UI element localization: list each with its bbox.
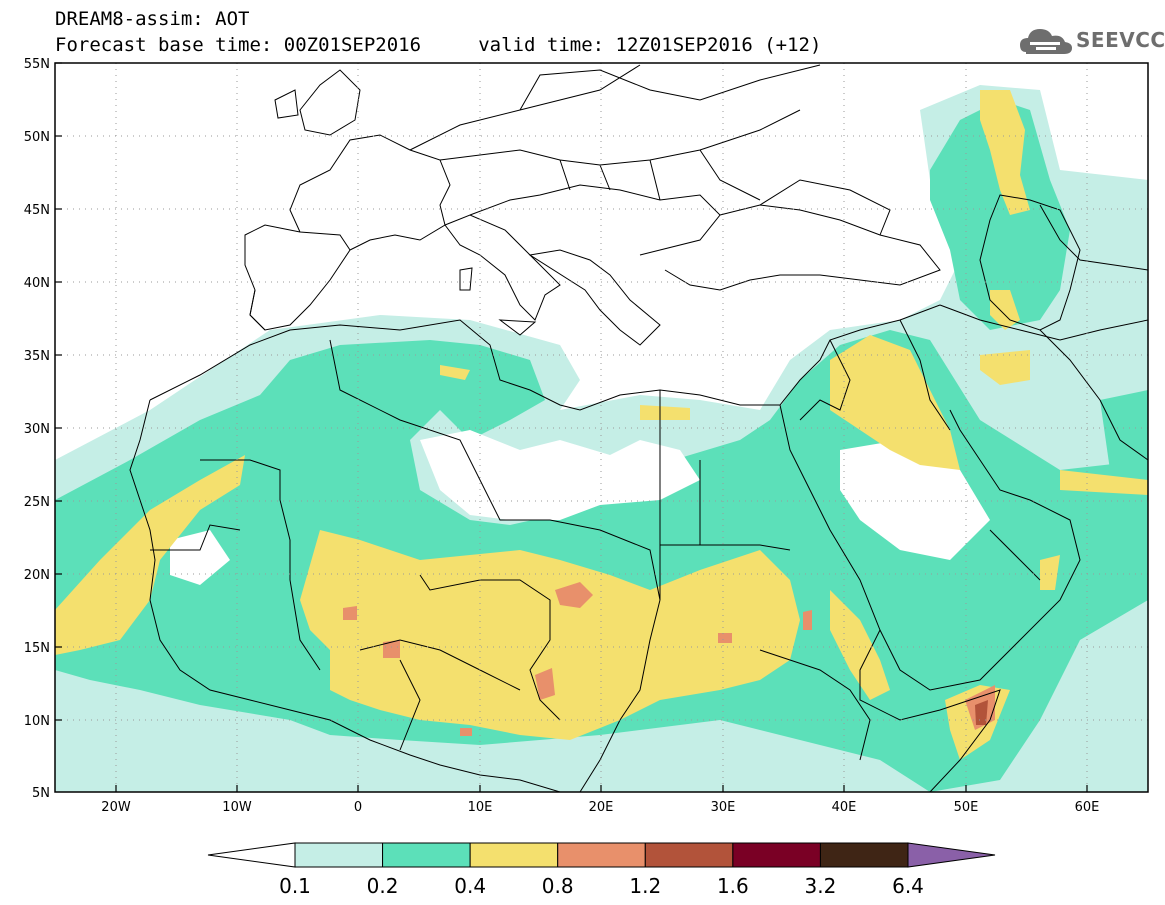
lat-label: 50N bbox=[24, 130, 50, 145]
lon-label: 0 bbox=[354, 800, 362, 815]
aot-field-1-2 bbox=[975, 700, 988, 725]
lat-label: 55N bbox=[24, 57, 50, 72]
lat-labels: 55N 50N 45N 40N 35N 30N 25N 20N 15N 10N … bbox=[24, 57, 50, 801]
seevccc-logo: SEEVCCC bbox=[1018, 24, 1165, 58]
lat-label: 45N bbox=[24, 203, 50, 218]
lat-label: 20N bbox=[24, 568, 50, 583]
lon-labels: 20W 10W 0 10E 20E 30E 40E 50E 60E bbox=[101, 800, 1099, 815]
aot-field-clear bbox=[170, 430, 990, 585]
boundaries bbox=[129, 64, 1148, 792]
axis-ticks bbox=[55, 62, 1088, 792]
lon-label: 40E bbox=[832, 800, 857, 815]
title-line-1: DREAM8-assim: AOT bbox=[55, 8, 250, 30]
cloud-icon bbox=[1020, 29, 1072, 54]
lon-label: 10W bbox=[222, 800, 252, 815]
lat-label: 40N bbox=[24, 276, 50, 291]
lat-label: 10N bbox=[24, 714, 50, 729]
lon-label: 30E bbox=[711, 800, 736, 815]
lon-label: 60E bbox=[1075, 800, 1100, 815]
logo-text: SEEVCCC bbox=[1076, 28, 1165, 52]
lon-label: 20E bbox=[589, 800, 614, 815]
lon-label: 10E bbox=[468, 800, 493, 815]
graticule bbox=[55, 63, 1148, 792]
lat-label: 35N bbox=[24, 349, 50, 364]
lat-label: 15N bbox=[24, 641, 50, 656]
lat-label: 30N bbox=[24, 422, 50, 437]
lat-label: 5N bbox=[32, 786, 50, 801]
aot-field-0-8 bbox=[343, 582, 995, 736]
lon-label: 50E bbox=[954, 800, 979, 815]
lat-label: 25N bbox=[24, 495, 50, 510]
lon-label: 20W bbox=[101, 800, 131, 815]
title-line-2: Forecast base time: 00Z01SEP2016 valid t… bbox=[55, 34, 822, 56]
